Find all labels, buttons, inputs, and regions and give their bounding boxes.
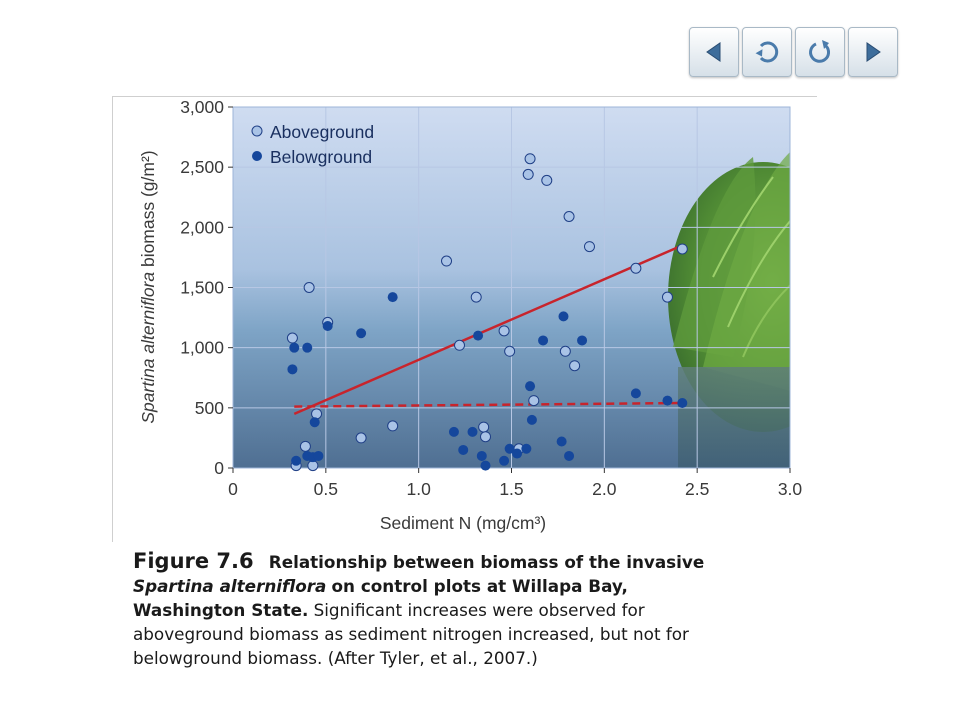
- aboveground-point: [454, 339, 466, 351]
- x-tick-label: 0.5: [314, 479, 338, 499]
- legend-aboveground-label: Aboveground: [270, 122, 374, 142]
- y-tick-label: 1,000: [180, 338, 224, 358]
- replay-button[interactable]: [795, 27, 845, 77]
- belowground-point: [476, 450, 487, 461]
- aboveground-point: [355, 432, 367, 444]
- x-tick-label: 1.5: [499, 479, 523, 499]
- belowground-point: [677, 398, 688, 409]
- y-tick-label: 1,500: [180, 278, 224, 298]
- caption-title-part-1: Relationship between biomass of the inva…: [268, 552, 705, 572]
- back-button[interactable]: [689, 27, 739, 77]
- aboveground-trend-line: [293, 244, 683, 415]
- belowground-point: [448, 426, 459, 437]
- figure-caption: Figure 7.6 Relationship between biomass …: [133, 549, 743, 670]
- belowground-point: [322, 321, 333, 332]
- aboveground-point: [504, 345, 516, 357]
- x-tick-label: 2.5: [685, 479, 709, 499]
- aboveground-point: [522, 168, 534, 180]
- figure-label: Figure 7.6: [133, 549, 254, 573]
- belowground-point: [287, 364, 298, 375]
- frame-left-border: [112, 96, 113, 542]
- aboveground-point: [303, 282, 315, 293]
- aboveground-point: [470, 291, 482, 303]
- left-triangle-icon: [706, 42, 721, 62]
- belowground-point: [467, 426, 478, 437]
- aboveground-point: [676, 243, 688, 255]
- x-tick-label: 3.0: [778, 479, 803, 499]
- aboveground-point: [630, 262, 642, 274]
- aboveground-point: [569, 360, 581, 372]
- belowground-points: [287, 292, 688, 471]
- aboveground-point: [441, 255, 453, 267]
- belowground-point: [630, 388, 641, 399]
- belowground-point: [577, 335, 588, 346]
- trend-lines: [293, 244, 683, 415]
- belowground-point: [538, 335, 549, 346]
- aboveground-point: [311, 408, 323, 420]
- circular-refresh-arrow-icon: [809, 40, 831, 63]
- x-tick-label: 2.0: [592, 479, 617, 499]
- caption-description: Significant increases were observed for …: [133, 600, 689, 668]
- y-tick-label: 2,500: [180, 157, 224, 177]
- y-axis-ticks: 0 500 1,000 1,500 2,000 2,500 3,000: [180, 97, 233, 478]
- navigation-bar: [689, 27, 898, 77]
- belowground-point: [525, 381, 536, 392]
- scatter-chart: Aboveground Belowground 0 500 1,000 1,500 2,…: [138, 97, 802, 533]
- x-axis-label: Sediment N (mg/cm³): [380, 513, 546, 533]
- belowground-point: [662, 395, 673, 406]
- belowground-point: [512, 448, 523, 459]
- aboveground-point: [299, 440, 311, 452]
- aboveground-point: [478, 421, 490, 433]
- aboveground-point: [563, 211, 575, 223]
- belowground-point: [291, 455, 302, 466]
- return-button[interactable]: [742, 27, 792, 77]
- caption-title-part-2: on control plots at Willapa Bay, Washing…: [133, 576, 628, 620]
- aboveground-point: [559, 345, 571, 357]
- belowground-point: [356, 328, 367, 339]
- forward-button[interactable]: [848, 27, 898, 77]
- caption-species-name: Spartina alterniflora: [133, 576, 327, 596]
- aboveground-point: [480, 431, 492, 443]
- y-tick-label: 500: [195, 398, 224, 418]
- belowground-point: [289, 342, 300, 353]
- belowground-point: [480, 460, 491, 471]
- y-tick-label: 2,000: [180, 217, 224, 237]
- aboveground-point: [524, 153, 536, 165]
- aboveground-point: [387, 420, 399, 432]
- belowground-point: [313, 450, 324, 461]
- legend-belowground-label: Belowground: [270, 147, 372, 167]
- legend-belowground-marker: [252, 151, 262, 161]
- belowground-point: [526, 414, 537, 425]
- legend-aboveground-marker: [251, 125, 263, 137]
- x-tick-label: 0: [228, 479, 238, 499]
- y-axis-label: Spartina alterniflora biomass (g/m²): [138, 150, 158, 423]
- belowground-point: [504, 443, 515, 454]
- belowground-point: [309, 417, 320, 428]
- x-tick-label: 1.0: [407, 479, 432, 499]
- belowground-point: [564, 450, 575, 461]
- belowground-point: [458, 444, 469, 455]
- belowground-point: [521, 443, 532, 454]
- belowground-point: [302, 342, 313, 353]
- belowground-point: [499, 455, 510, 466]
- aboveground-point: [528, 395, 540, 407]
- aboveground-points: [286, 153, 688, 472]
- circular-return-arrow-icon: [755, 41, 779, 63]
- x-axis-ticks: 0 0.5 1.0 1.5 2.0 2.5 3.0: [228, 468, 802, 499]
- belowground-point: [473, 330, 484, 341]
- aboveground-point: [661, 291, 673, 303]
- frame-top-border: [112, 96, 817, 97]
- aboveground-point: [583, 241, 595, 253]
- belowground-point: [558, 311, 569, 322]
- y-tick-label: 3,000: [180, 97, 224, 117]
- aboveground-point: [286, 332, 298, 344]
- belowground-point: [556, 436, 567, 447]
- grid-lines: [233, 107, 790, 468]
- belowground-point: [387, 292, 398, 303]
- right-triangle-icon: [866, 42, 881, 62]
- legend: Aboveground Belowground: [251, 122, 374, 167]
- aboveground-point: [498, 325, 510, 337]
- y-tick-label: 0: [214, 458, 224, 478]
- aboveground-point: [541, 174, 553, 186]
